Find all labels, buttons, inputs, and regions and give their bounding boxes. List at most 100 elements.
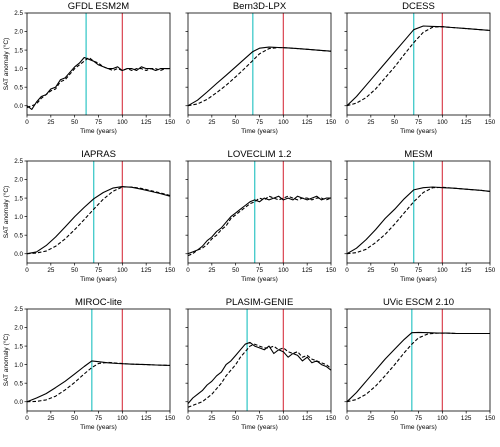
x-tick-label: 150: [165, 119, 176, 126]
x-tick-label: 100: [278, 119, 289, 126]
x-tick-label: 75: [415, 119, 423, 126]
x-tick-label: 125: [141, 415, 152, 422]
panel-plasim-genie: PLASIM-GENIE 0 25 50 75 100 125 150 Time (years): [185, 297, 337, 431]
x-tick-label: 150: [485, 267, 496, 274]
y-tick-label: 0.5: [14, 232, 23, 239]
plot-frame: [26, 308, 171, 412]
x-tick-label: 25: [47, 267, 55, 274]
x-tick-label: 0: [186, 415, 190, 422]
x-tick-label: 50: [71, 267, 79, 274]
dashed-series-line: [346, 186, 491, 255]
y-tick-label: 2.5: [14, 10, 23, 17]
x-tick-label: 25: [47, 415, 55, 422]
panel-uvic-escm-2-10: UVic ESCM 2.10 0 25 50 75 100 125 150 Time (year…: [344, 297, 496, 431]
x-tick-label: 50: [71, 415, 79, 422]
x-tick-label: 125: [461, 267, 472, 274]
solid-series-line: [26, 186, 171, 255]
solid-series-line: [346, 25, 491, 107]
dashed-series-line: [187, 195, 332, 257]
plot-frame: [26, 12, 171, 116]
panel-bern3d-lpx: Bern3D-LPX 0 25 50 75 100 125 150 Time (years): [185, 1, 337, 135]
dashed-series-line: [187, 343, 332, 408]
panel-title: MESM: [404, 149, 433, 160]
x-tick-label: 100: [117, 267, 128, 274]
plot-frame: [187, 12, 332, 116]
x-tick-label: 25: [208, 119, 216, 126]
x-axis-label: Time (years): [80, 276, 117, 283]
x-tick-label: 125: [461, 119, 472, 126]
y-tick-label: 2.5: [14, 158, 23, 165]
x-tick-label: 75: [95, 415, 103, 422]
dashed-series-line: [26, 186, 171, 255]
x-tick-label: 125: [141, 119, 152, 126]
x-tick-label: 25: [367, 119, 375, 126]
y-tick-label: 2.0: [14, 325, 23, 332]
x-tick-label: 150: [326, 267, 337, 274]
x-axis-label: Time (years): [400, 128, 437, 135]
x-tick-label: 0: [345, 415, 349, 422]
x-tick-label: 125: [302, 119, 313, 126]
x-tick-label: 150: [165, 267, 176, 274]
y-tick-label: 0.5: [14, 380, 23, 387]
solid-series-line: [187, 195, 331, 255]
dashed-series-line: [187, 46, 332, 107]
solid-series-line: [346, 331, 490, 403]
x-tick-label: 75: [256, 415, 264, 422]
y-tick-label: 2.5: [14, 306, 23, 313]
x-tick-label: 25: [208, 415, 216, 422]
x-axis-label: Time (years): [80, 424, 117, 431]
y-tick-label: 1.5: [14, 47, 23, 54]
x-tick-label: 100: [437, 119, 448, 126]
panel-title: PLASIM-GENIE: [226, 297, 294, 308]
x-tick-label: 25: [47, 119, 55, 126]
panel-iapras: IAPRAS 0 25 50 75 100 125 150 0.0 0.5 1.0 1.5 2.0 2.5…: [2, 149, 176, 283]
y-tick-label: 1.5: [14, 343, 23, 350]
x-tick-label: 150: [326, 119, 337, 126]
x-tick-label: 50: [71, 119, 79, 126]
x-tick-label: 75: [256, 119, 264, 126]
dashed-series-line: [26, 361, 171, 403]
x-tick-label: 50: [391, 267, 399, 274]
panel-title: LOVECLIM 1.2: [228, 149, 292, 160]
y-tick-label: 2.0: [14, 177, 23, 184]
x-tick-label: 0: [25, 415, 29, 422]
x-tick-label: 125: [461, 415, 472, 422]
x-tick-label: 100: [278, 267, 289, 274]
x-tick-label: 75: [256, 267, 264, 274]
y-tick-label: 0.5: [14, 84, 23, 91]
panel-mesm: MESM 0 25 50 75 100 125 150 Time (years): [344, 149, 496, 283]
y-tick-label: 0.0: [14, 399, 23, 406]
x-tick-label: 0: [345, 119, 349, 126]
plot-frame: [26, 160, 171, 264]
x-tick-label: 100: [278, 415, 289, 422]
x-tick-label: 50: [232, 415, 240, 422]
x-tick-label: 0: [186, 119, 190, 126]
y-tick-label: 1.0: [14, 214, 23, 221]
panel-loveclim-1-2: LOVECLIM 1.2 0 25 50 75 100 125 150 Time (years): [185, 149, 337, 283]
x-tick-label: 100: [437, 267, 448, 274]
x-tick-label: 0: [186, 267, 190, 274]
x-tick-label: 125: [302, 415, 313, 422]
plot-frame: [187, 160, 332, 264]
x-tick-label: 50: [391, 119, 399, 126]
y-tick-label: 1.5: [14, 195, 23, 202]
x-axis-label: Time (years): [241, 424, 278, 431]
x-tick-label: 150: [485, 415, 496, 422]
y-axis-label: SAT anomaly (°C): [2, 334, 10, 387]
dashed-series-line: [346, 332, 490, 403]
dashed-series-line: [26, 56, 170, 109]
x-tick-label: 0: [345, 267, 349, 274]
x-tick-label: 50: [232, 267, 240, 274]
x-tick-label: 25: [208, 267, 216, 274]
x-tick-label: 75: [95, 267, 103, 274]
panel-miroc-lite: MIROC-lite 0 25 50 75 100 125 150 0.0 0.5 1.0 1.5 2.…: [2, 297, 176, 431]
solid-series-line: [26, 360, 171, 403]
y-tick-label: 1.0: [14, 362, 23, 369]
x-tick-label: 100: [437, 415, 448, 422]
x-tick-label: 150: [485, 119, 496, 126]
x-tick-label: 50: [232, 119, 240, 126]
panel-dcess: DCESS 0 25 50 75 100 125 150 Time (years): [344, 1, 496, 135]
x-axis-label: Time (years): [241, 276, 278, 283]
x-tick-label: 0: [25, 267, 29, 274]
